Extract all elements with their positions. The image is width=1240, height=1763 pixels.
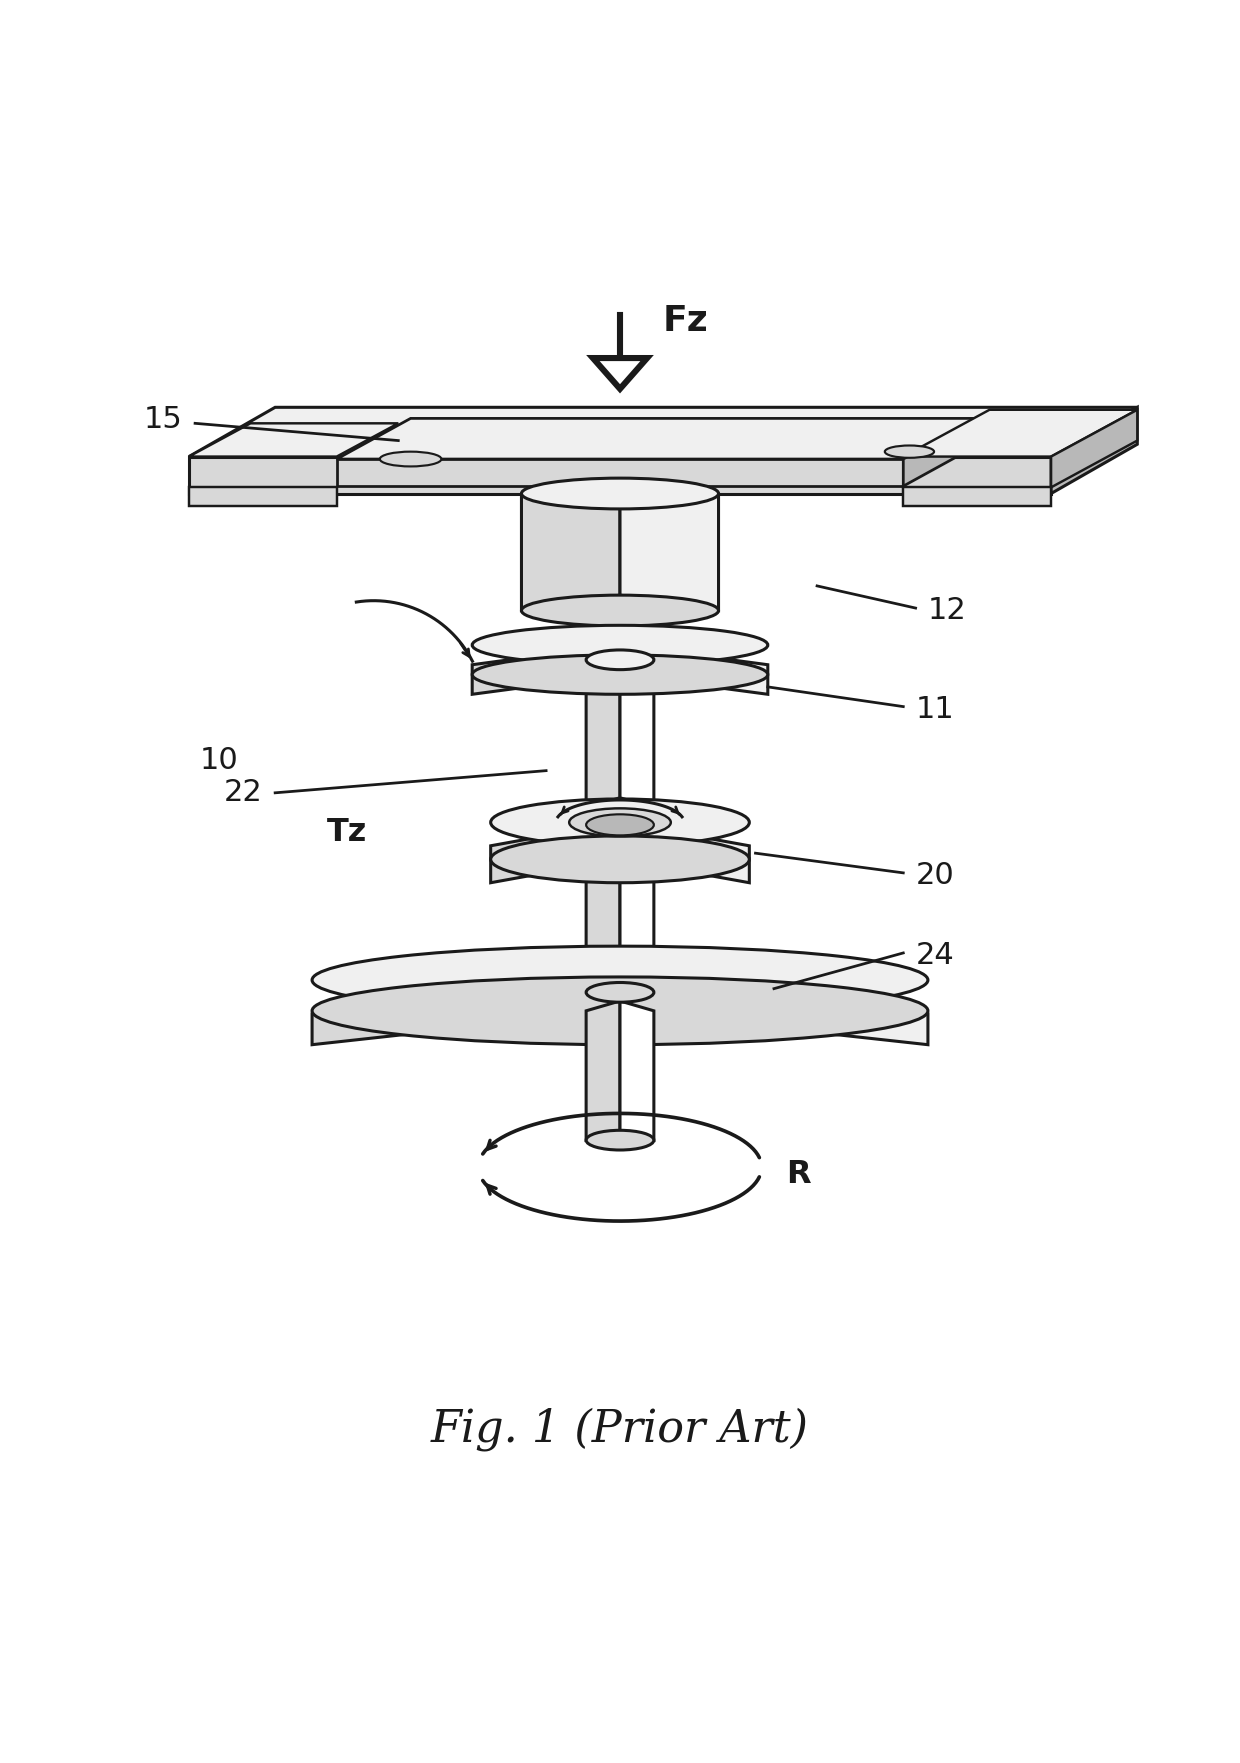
Polygon shape [620, 1001, 653, 1141]
Polygon shape [188, 457, 1052, 494]
Ellipse shape [587, 797, 653, 818]
Text: Fig. 1 (Prior Art): Fig. 1 (Prior Art) [432, 1407, 808, 1451]
Polygon shape [337, 458, 903, 487]
Text: 22: 22 [224, 777, 263, 807]
Text: 11: 11 [915, 695, 955, 723]
Text: R: R [786, 1158, 811, 1190]
Polygon shape [620, 645, 768, 695]
Polygon shape [587, 1001, 620, 1141]
Polygon shape [1052, 409, 1137, 487]
Ellipse shape [472, 654, 768, 695]
Ellipse shape [472, 626, 768, 665]
Text: 12: 12 [928, 596, 967, 626]
Polygon shape [620, 478, 718, 610]
Polygon shape [188, 407, 1137, 457]
Polygon shape [312, 980, 620, 1045]
Ellipse shape [491, 799, 749, 846]
Text: 15: 15 [144, 405, 182, 434]
Polygon shape [620, 651, 653, 807]
Polygon shape [903, 418, 977, 487]
Polygon shape [522, 478, 620, 610]
Text: 10: 10 [200, 746, 238, 776]
Ellipse shape [587, 815, 653, 836]
Polygon shape [1052, 407, 1137, 494]
Ellipse shape [587, 982, 653, 1001]
Ellipse shape [885, 446, 934, 458]
Ellipse shape [587, 859, 653, 880]
Ellipse shape [569, 809, 671, 836]
Polygon shape [593, 358, 647, 390]
Ellipse shape [491, 836, 749, 883]
Polygon shape [472, 645, 620, 695]
Polygon shape [903, 487, 1052, 506]
Text: Tz: Tz [327, 816, 367, 848]
Ellipse shape [312, 947, 928, 1014]
Polygon shape [188, 423, 398, 457]
Ellipse shape [379, 451, 441, 467]
Text: Fz: Fz [663, 303, 709, 338]
Polygon shape [337, 418, 977, 458]
Polygon shape [620, 980, 928, 1045]
Ellipse shape [522, 596, 718, 626]
Ellipse shape [587, 651, 653, 670]
Polygon shape [491, 822, 620, 883]
Ellipse shape [587, 1130, 653, 1149]
Text: 20: 20 [915, 860, 955, 890]
Polygon shape [903, 409, 1137, 457]
Polygon shape [620, 822, 749, 883]
Ellipse shape [522, 478, 718, 510]
Polygon shape [587, 651, 620, 807]
Text: 24: 24 [915, 941, 955, 970]
Polygon shape [620, 859, 653, 993]
Ellipse shape [312, 977, 928, 1045]
Polygon shape [188, 487, 337, 506]
Ellipse shape [587, 1001, 653, 1021]
Polygon shape [587, 859, 620, 993]
